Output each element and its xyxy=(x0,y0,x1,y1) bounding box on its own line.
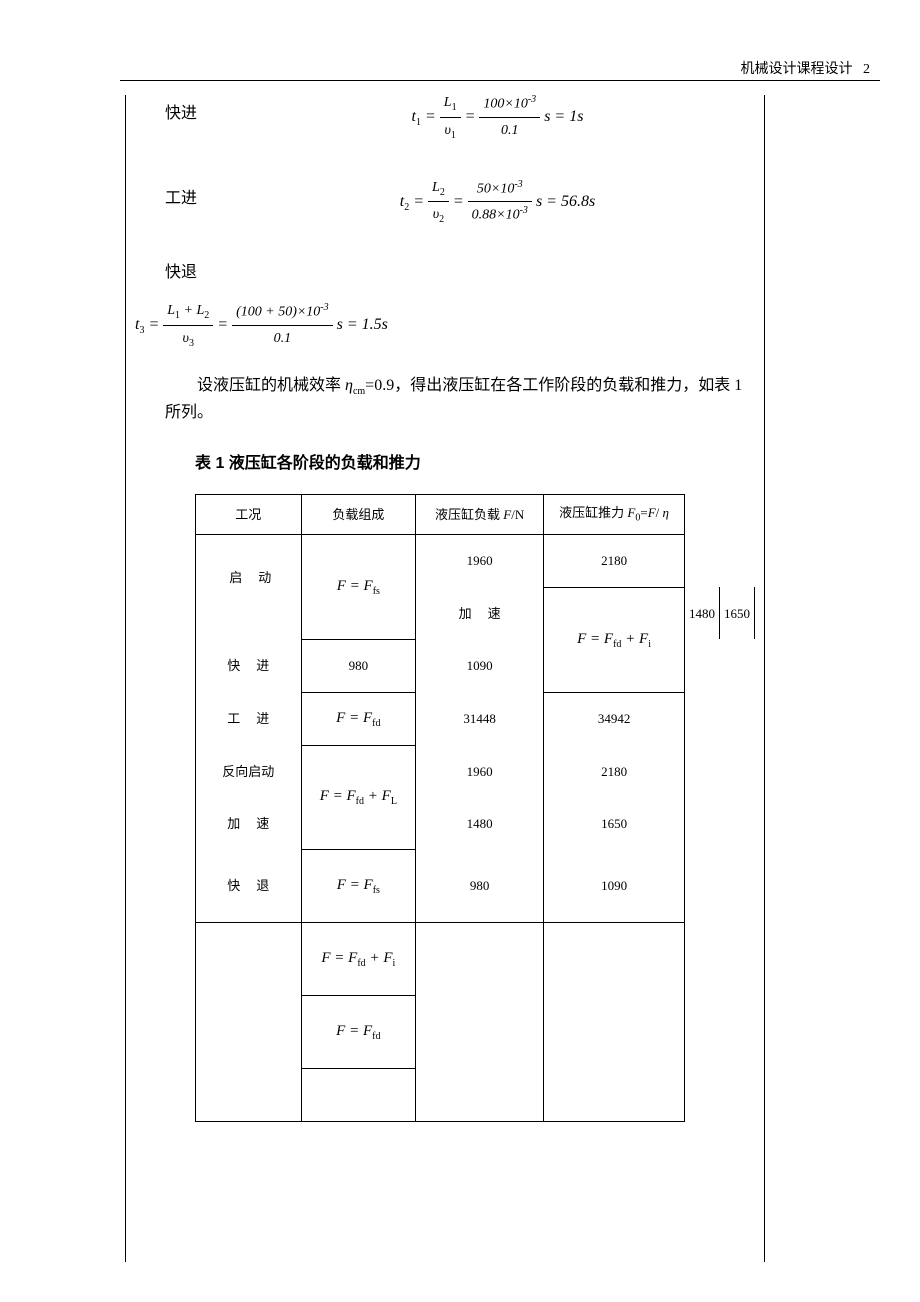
col-thrust: 液压缸推力 F0=F/ η xyxy=(544,495,685,535)
formula-cell: F = Ffd + FL xyxy=(301,745,416,849)
phase-formula-1: t1 = L1υ1 = 100×10-30.1 s = 1s xyxy=(245,90,750,145)
load-cell: 31448 xyxy=(416,692,544,745)
table-header-row: 工况 负载组成 液压缸负载 F/N 液压缸推力 F0=F/ η xyxy=(196,495,755,535)
table-row xyxy=(196,1068,755,1121)
efficiency-paragraph: 设液压缸的机械效率 ηcm=0.9，得出液压缸在各工作阶段的负载和推力，如表 1… xyxy=(135,373,750,426)
thrust-cell: 1090 xyxy=(544,849,685,922)
thrust-cell: 2180 xyxy=(544,534,685,587)
cond-cell: 启动 xyxy=(200,566,297,589)
phase-label-1: 快进 xyxy=(135,90,245,129)
table-row: 工进 F = Ffd 31448 34942 xyxy=(196,692,755,745)
load-thrust-table: 工况 负载组成 液压缸负载 F/N 液压缸推力 F0=F/ η 启动 F = F… xyxy=(195,494,755,1122)
load-cell: 980 xyxy=(301,639,416,692)
phase-row-1: 快进 t1 = L1υ1 = 100×10-30.1 s = 1s xyxy=(135,90,750,145)
cond-cell: 工进 xyxy=(196,692,302,745)
load-cell: 1960 xyxy=(416,534,544,587)
formula-cell: F = Ffd + Fi xyxy=(301,922,416,995)
col-condition: 工况 xyxy=(196,495,302,535)
content-area: 快进 t1 = L1υ1 = 100×10-30.1 s = 1s 工进 t2 … xyxy=(135,90,750,1122)
load-cell xyxy=(416,995,544,1068)
page-header: 机械设计课程设计 2 xyxy=(741,58,871,78)
phase-label-2: 工进 xyxy=(135,175,245,214)
table-row: 反向启动 F = Ffd + FL 1960 2180 xyxy=(196,745,755,797)
table-row: F = Ffd xyxy=(196,995,755,1068)
formula-cell xyxy=(301,1068,416,1121)
cond-cell xyxy=(196,922,302,995)
phase-label-3: 快退 xyxy=(135,259,750,288)
formula-cell: F = Ffd + Fi xyxy=(544,587,685,692)
load-cell xyxy=(416,1068,544,1121)
col-load: 液压缸负载 F/N xyxy=(416,495,544,535)
load-cell: 1480 xyxy=(685,587,720,639)
col-composition: 负载组成 xyxy=(301,495,416,535)
cond-cell: 快进 xyxy=(196,639,302,692)
page-number: 2 xyxy=(863,62,870,77)
phase-formula-2: t2 = L2υ2 = 50×10-30.88×10-3 s = 56.8s xyxy=(245,175,750,230)
formula-cell: F = Ffs xyxy=(301,534,416,639)
thrust-cell xyxy=(544,922,685,995)
cond-cell xyxy=(196,995,302,1068)
formula-cell: F = Ffd xyxy=(301,692,416,745)
load-cell xyxy=(416,922,544,995)
formula-cell: F = Ffd xyxy=(301,995,416,1068)
table-row: 快退 F = Ffs 980 1090 xyxy=(196,849,755,922)
thrust-cell: 1650 xyxy=(544,797,685,849)
thrust-cell xyxy=(544,995,685,1068)
cond-cell xyxy=(196,1068,302,1121)
phase-row-2: 工进 t2 = L2υ2 = 50×10-30.88×10-3 s = 56.8… xyxy=(135,175,750,230)
thrust-cell: 1650 xyxy=(720,587,755,639)
table-row: 加速 1480 1650 xyxy=(196,797,755,849)
load-cell: 1480 xyxy=(416,797,544,849)
table-title: 表 1 液压缸各阶段的负载和推力 xyxy=(135,450,750,479)
cond-cell: 快退 xyxy=(196,849,302,922)
cond-cell: 反向启动 xyxy=(196,745,302,797)
header-title: 机械设计课程设计 xyxy=(741,62,853,77)
table-row: 启动 F = Ffs 1960 2180 xyxy=(196,534,755,587)
header-rule xyxy=(120,80,880,81)
formula-cell: F = Ffs xyxy=(301,849,416,922)
content-border-right xyxy=(764,95,765,1262)
load-cell: 980 xyxy=(416,849,544,922)
cond-cell: 加速 xyxy=(416,587,544,639)
thrust-cell: 2180 xyxy=(544,745,685,797)
cond-cell: 加速 xyxy=(196,797,302,849)
thrust-cell xyxy=(544,1068,685,1121)
thrust-cell: 1090 xyxy=(416,639,544,692)
content-border-left xyxy=(125,95,126,1262)
table-row: F = Ffd + Fi xyxy=(196,922,755,995)
load-cell: 1960 xyxy=(416,745,544,797)
thrust-cell: 34942 xyxy=(544,692,685,745)
document-page: 机械设计课程设计 2 快进 t1 = L1υ1 = 100×10-30.1 s … xyxy=(0,0,920,1302)
phase-formula-3: t3 = L1 + L2υ3 = (100 + 50)×10-30.1 s = … xyxy=(135,298,750,353)
